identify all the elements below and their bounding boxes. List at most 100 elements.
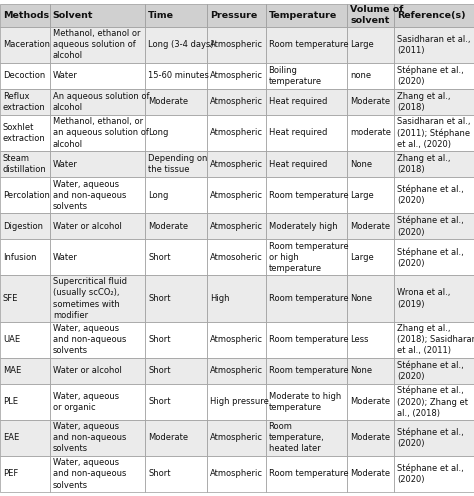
Text: Atmospheric: Atmospheric xyxy=(210,190,263,200)
Bar xyxy=(50,384,145,420)
Bar xyxy=(0,27,50,62)
Bar xyxy=(265,27,347,62)
Bar xyxy=(50,151,145,177)
Text: PEF: PEF xyxy=(3,469,18,479)
Text: EAE: EAE xyxy=(3,434,19,442)
Bar xyxy=(394,177,474,213)
Text: Digestion: Digestion xyxy=(3,222,43,231)
Text: Sasidharan et al.,
(2011): Sasidharan et al., (2011) xyxy=(397,35,471,55)
Bar xyxy=(207,177,265,213)
Bar xyxy=(394,4,474,27)
Bar xyxy=(50,456,145,492)
Bar xyxy=(207,115,265,151)
Text: Stéphane et al.,
(2020): Stéphane et al., (2020) xyxy=(397,216,464,237)
Bar xyxy=(207,239,265,275)
Text: Room temperature
or high
temperature: Room temperature or high temperature xyxy=(269,242,348,273)
Text: Atmospheric: Atmospheric xyxy=(210,71,263,80)
Text: Stéphane et al.,
(2020): Stéphane et al., (2020) xyxy=(397,185,464,205)
Text: Moderate: Moderate xyxy=(350,222,390,231)
Bar xyxy=(0,151,50,177)
Text: Water: Water xyxy=(53,253,78,262)
Bar xyxy=(207,456,265,492)
Text: Water: Water xyxy=(53,160,78,169)
Bar xyxy=(145,420,207,456)
Bar xyxy=(0,239,50,275)
Text: Atmospheric: Atmospheric xyxy=(210,366,263,375)
Text: Methanol, ethanol, or
an aqueous solution of
alcohol: Methanol, ethanol, or an aqueous solutio… xyxy=(53,118,149,149)
Bar xyxy=(207,358,265,384)
Bar xyxy=(394,420,474,456)
Bar xyxy=(207,62,265,89)
Bar xyxy=(207,275,265,321)
Bar xyxy=(394,213,474,239)
Bar xyxy=(0,456,50,492)
Bar xyxy=(265,4,347,27)
Text: Room temperature: Room temperature xyxy=(269,40,348,49)
Text: Water or alcohol: Water or alcohol xyxy=(53,366,122,375)
Bar xyxy=(394,384,474,420)
Bar xyxy=(145,27,207,62)
Bar xyxy=(394,239,474,275)
Bar xyxy=(145,358,207,384)
Bar xyxy=(394,321,474,358)
Text: Steam
distillation: Steam distillation xyxy=(3,154,47,174)
Text: none: none xyxy=(350,71,371,80)
Text: Short: Short xyxy=(148,397,171,406)
Text: Atmospheric: Atmospheric xyxy=(210,128,263,137)
Text: Moderately high: Moderately high xyxy=(269,222,337,231)
Text: Water: Water xyxy=(53,71,78,80)
Text: None: None xyxy=(350,294,372,303)
Text: Wrona et al.,
(2019): Wrona et al., (2019) xyxy=(397,288,451,309)
Bar xyxy=(347,151,394,177)
Text: Stéphane et al.,
(2020): Stéphane et al., (2020) xyxy=(397,65,464,86)
Bar xyxy=(145,62,207,89)
Text: Water, aqueous
and non-aqueous
solvents: Water, aqueous and non-aqueous solvents xyxy=(53,324,126,355)
Bar xyxy=(0,177,50,213)
Bar xyxy=(145,213,207,239)
Bar xyxy=(347,115,394,151)
Bar xyxy=(0,420,50,456)
Text: Reference(s): Reference(s) xyxy=(397,11,466,20)
Bar xyxy=(50,89,145,115)
Text: Stéphane et al.,
(2020): Stéphane et al., (2020) xyxy=(397,361,464,381)
Text: Water, aqueous
and non-aqueous
solvents: Water, aqueous and non-aqueous solvents xyxy=(53,180,126,211)
Bar xyxy=(0,4,50,27)
Bar xyxy=(394,27,474,62)
Bar xyxy=(50,27,145,62)
Text: Atmospheric: Atmospheric xyxy=(210,335,263,344)
Text: Maceration: Maceration xyxy=(3,40,50,49)
Bar xyxy=(145,456,207,492)
Bar xyxy=(347,89,394,115)
Text: An aqueous solution of
alcohol: An aqueous solution of alcohol xyxy=(53,92,149,112)
Text: Short: Short xyxy=(148,366,171,375)
Text: Soxhlet
extraction: Soxhlet extraction xyxy=(3,123,46,143)
Text: Short: Short xyxy=(148,469,171,479)
Bar xyxy=(347,321,394,358)
Bar xyxy=(265,420,347,456)
Bar xyxy=(265,151,347,177)
Text: None: None xyxy=(350,160,372,169)
Bar xyxy=(50,62,145,89)
Text: Zhang et al.,
(2018): Zhang et al., (2018) xyxy=(397,154,451,174)
Bar xyxy=(394,62,474,89)
Bar xyxy=(0,358,50,384)
Bar xyxy=(207,420,265,456)
Bar xyxy=(207,321,265,358)
Text: Water, aqueous
and non-aqueous
solvents: Water, aqueous and non-aqueous solvents xyxy=(53,458,126,490)
Text: Water, aqueous
and non-aqueous
solvents: Water, aqueous and non-aqueous solvents xyxy=(53,422,126,453)
Bar xyxy=(347,177,394,213)
Text: Long (3-4 days): Long (3-4 days) xyxy=(148,40,214,49)
Bar xyxy=(265,358,347,384)
Bar xyxy=(50,420,145,456)
Bar xyxy=(207,89,265,115)
Text: 15-60 minutes: 15-60 minutes xyxy=(148,71,209,80)
Bar xyxy=(265,275,347,321)
Text: MAE: MAE xyxy=(3,366,21,375)
Bar xyxy=(0,89,50,115)
Bar xyxy=(145,115,207,151)
Bar xyxy=(347,384,394,420)
Text: Moderate: Moderate xyxy=(148,97,188,106)
Text: Moderate: Moderate xyxy=(148,222,188,231)
Bar xyxy=(50,213,145,239)
Text: None: None xyxy=(350,366,372,375)
